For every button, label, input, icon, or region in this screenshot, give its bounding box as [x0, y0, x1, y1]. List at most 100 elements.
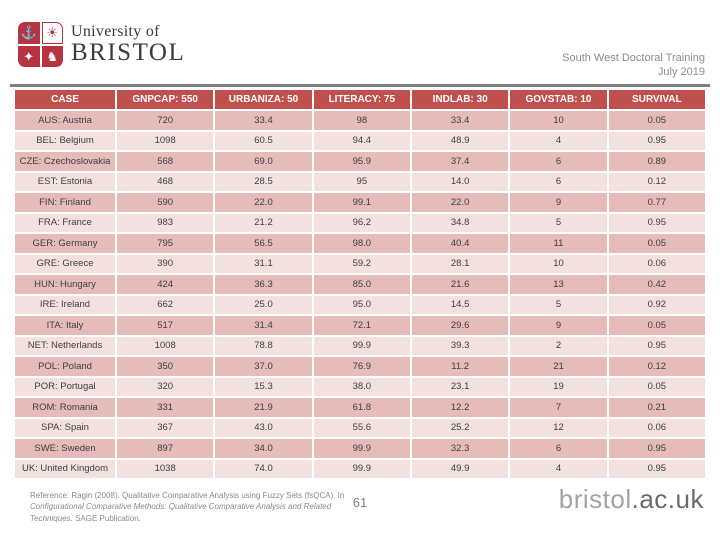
- table-row: IRE: Ireland 662 25.0 95.0 14.5 5 0.92: [15, 295, 705, 314]
- table-cell: 5: [510, 213, 607, 232]
- table-cell: 1008: [117, 336, 214, 355]
- table-cell: 78.8: [215, 336, 312, 355]
- table-cell: IRE: Ireland: [15, 295, 115, 314]
- table-cell: 12.2: [411, 398, 509, 417]
- table-cell: 11.2: [411, 357, 509, 376]
- event-date: July 2019: [657, 65, 705, 78]
- table-cell: CZE: Czechoslovakia: [15, 152, 115, 171]
- table-cell: 14.0: [411, 172, 509, 191]
- column-header: URBANIZA: 50: [215, 90, 312, 109]
- page-number: 61: [352, 495, 368, 510]
- table-cell: 99.1: [313, 193, 410, 212]
- table-cell: 19: [510, 377, 607, 396]
- table-cell: 99.9: [313, 459, 410, 478]
- table-cell: 99.9: [313, 336, 410, 355]
- table-cell: 0.95: [608, 131, 705, 150]
- table-cell: 28.1: [411, 254, 509, 273]
- table-cell: 95.9: [313, 152, 410, 171]
- column-header: GOVSTAB: 10: [510, 90, 607, 109]
- column-header: SURVIVAL: [608, 90, 705, 109]
- table-cell: POR: Portugal: [15, 377, 115, 396]
- table-cell: 12: [510, 418, 607, 437]
- table-cell: UK: United Kingdom: [15, 459, 115, 478]
- table-cell: 662: [117, 295, 214, 314]
- sun-icon: ☀: [41, 22, 63, 44]
- table-cell: 74.0: [215, 459, 312, 478]
- table-row: POL: Poland 350 37.0 76.9 11.2 21 0.12: [15, 357, 705, 376]
- table-row: GER: Germany 795 56.5 98.0 40.4 11 0.05: [15, 234, 705, 253]
- logo-name-line: BRISTOL: [71, 38, 186, 66]
- table-cell: POL: Poland: [15, 357, 115, 376]
- table-cell: 34.8: [411, 213, 509, 232]
- table-cell: 0.12: [608, 172, 705, 191]
- table-cell: 795: [117, 234, 214, 253]
- table-cell: 6: [510, 439, 607, 458]
- table-cell: 37.0: [215, 357, 312, 376]
- table-cell: 48.9: [411, 131, 509, 150]
- column-header: INDLAB: 30: [411, 90, 509, 109]
- table-cell: 28.5: [215, 172, 312, 191]
- table-cell: 21: [510, 357, 607, 376]
- table-cell: 31.1: [215, 254, 312, 273]
- table-cell: 0.95: [608, 459, 705, 478]
- table-cell: 568: [117, 152, 214, 171]
- university-logo: ⚓ ☀ ✦ ♞ University of BRISTOL: [18, 22, 185, 67]
- table-cell: 0.05: [608, 234, 705, 253]
- table-cell: 85.0: [313, 275, 410, 294]
- table-cell: 32.3: [411, 439, 509, 458]
- table-row: CZE: Czechoslovakia 568 69.0 95.9 37.4 6 0.89: [15, 152, 705, 171]
- table-cell: 390: [117, 254, 214, 273]
- table-cell: 33.4: [215, 111, 312, 130]
- table-cell: 9: [510, 193, 607, 212]
- table-cell: 55.6: [313, 418, 410, 437]
- table-cell: 76.9: [313, 357, 410, 376]
- table-row: FRA: France 983 21.2 96.2 34.8 5 0.95: [15, 213, 705, 232]
- table-cell: 98: [313, 111, 410, 130]
- table-cell: 6: [510, 172, 607, 191]
- table-cell: 95.0: [313, 295, 410, 314]
- table-cell: 0.95: [608, 336, 705, 355]
- table-cell: 99.9: [313, 439, 410, 458]
- table-cell: 95: [313, 172, 410, 191]
- table-cell: 0.77: [608, 193, 705, 212]
- table-cell: 5: [510, 295, 607, 314]
- table-row: ITA: Italy 517 31.4 72.1 29.6 9 0.05: [15, 316, 705, 335]
- table-cell: 517: [117, 316, 214, 335]
- bristol-crest: ⚓ ☀ ✦ ♞: [18, 22, 63, 67]
- table-cell: 72.1: [313, 316, 410, 335]
- event-info: South West Doctoral Training July 2019: [562, 52, 705, 79]
- table-row: GRE: Greece 390 31.1 59.2 28.1 10 0.06: [15, 254, 705, 273]
- table-row: UK: United Kingdom 1038 74.0 99.9 49.9 4 0.95: [15, 459, 705, 478]
- table-cell: HUN: Hungary: [15, 275, 115, 294]
- table-cell: 34.0: [215, 439, 312, 458]
- table-cell: 0.95: [608, 439, 705, 458]
- table-row: POR: Portugal 320 15.3 38.0 23.1 19 0.05: [15, 377, 705, 396]
- website-domain-dark: .ac.uk: [631, 484, 704, 514]
- reference-text-suffix: SAGE Publication.: [72, 513, 141, 523]
- table-cell: NET: Netherlands: [15, 336, 115, 355]
- table-cell: 96.2: [313, 213, 410, 232]
- table-cell: 0.06: [608, 418, 705, 437]
- table-cell: 4: [510, 459, 607, 478]
- table-cell: FIN: Finland: [15, 193, 115, 212]
- reference-citation: Reference: Ragin (2008). Qualitative Com…: [30, 490, 375, 524]
- table-cell: 10: [510, 254, 607, 273]
- table-cell: 0.95: [608, 213, 705, 232]
- table-cell: 31.4: [215, 316, 312, 335]
- logo-wordmark: University of BRISTOL: [71, 23, 185, 67]
- table-cell: 720: [117, 111, 214, 130]
- table-cell: 590: [117, 193, 214, 212]
- table-cell: 39.3: [411, 336, 509, 355]
- table-cell: 56.5: [215, 234, 312, 253]
- table-cell: 0.05: [608, 111, 705, 130]
- table-cell: 2: [510, 336, 607, 355]
- table-cell: 36.3: [215, 275, 312, 294]
- table-cell: 25.0: [215, 295, 312, 314]
- horse-icon: ♞: [41, 45, 63, 67]
- table-cell: FRA: France: [15, 213, 115, 232]
- table-cell: 38.0: [313, 377, 410, 396]
- table-cell: 0.42: [608, 275, 705, 294]
- table-cell: AUS: Austria: [15, 111, 115, 130]
- table-row: FIN: Finland 590 22.0 99.1 22.0 9 0.77: [15, 193, 705, 212]
